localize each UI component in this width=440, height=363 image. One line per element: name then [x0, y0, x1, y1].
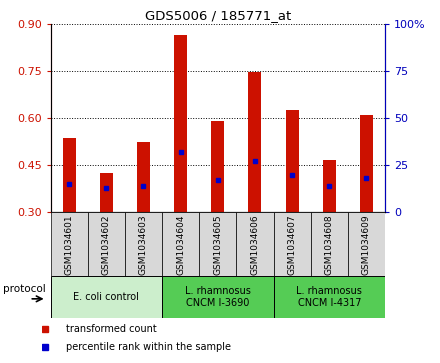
Bar	[162, 212, 199, 276]
Text: GSM1034605: GSM1034605	[213, 214, 222, 275]
Text: GSM1034608: GSM1034608	[325, 214, 334, 275]
Bar	[274, 276, 385, 318]
Bar	[100, 173, 113, 212]
Bar	[323, 160, 336, 212]
Bar	[360, 115, 373, 212]
Bar	[348, 212, 385, 276]
Text: GSM1034603: GSM1034603	[139, 214, 148, 275]
Bar	[286, 110, 299, 212]
Text: transformed count: transformed count	[66, 323, 157, 334]
Bar	[162, 276, 274, 318]
Bar	[236, 212, 274, 276]
Bar	[125, 212, 162, 276]
Text: E. coli control: E. coli control	[73, 292, 139, 302]
Bar	[62, 138, 76, 212]
Text: GSM1034609: GSM1034609	[362, 214, 371, 275]
Text: L. rhamnosus
CNCM I-4317: L. rhamnosus CNCM I-4317	[296, 286, 362, 307]
Text: GSM1034602: GSM1034602	[102, 214, 111, 275]
Text: GSM1034601: GSM1034601	[65, 214, 73, 275]
Bar	[88, 212, 125, 276]
Text: L. rhamnosus
CNCM I-3690: L. rhamnosus CNCM I-3690	[185, 286, 251, 307]
Bar	[199, 212, 236, 276]
Bar	[174, 34, 187, 212]
Text: percentile rank within the sample: percentile rank within the sample	[66, 342, 231, 352]
Bar	[249, 72, 261, 212]
Text: protocol: protocol	[3, 284, 45, 294]
Bar	[211, 121, 224, 212]
Bar	[51, 276, 162, 318]
Bar	[274, 212, 311, 276]
Bar	[51, 212, 88, 276]
Text: GSM1034606: GSM1034606	[250, 214, 260, 275]
Text: GSM1034604: GSM1034604	[176, 214, 185, 275]
Bar	[311, 212, 348, 276]
Title: GDS5006 / 185771_at: GDS5006 / 185771_at	[145, 9, 291, 23]
Text: GSM1034607: GSM1034607	[288, 214, 297, 275]
Bar	[137, 142, 150, 212]
